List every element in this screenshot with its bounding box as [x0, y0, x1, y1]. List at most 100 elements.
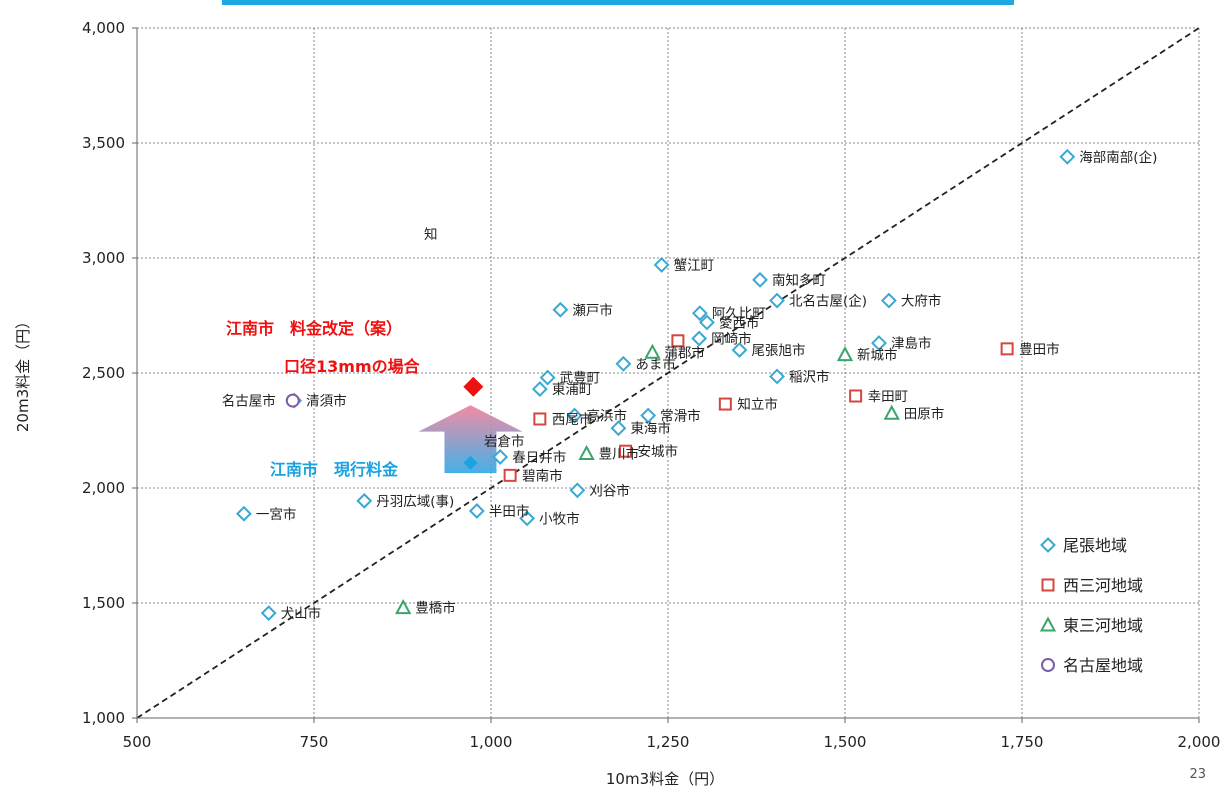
data-label: 半田市: [489, 503, 529, 520]
data-label: 豊橋市: [415, 600, 456, 617]
data-point: [653, 256, 670, 273]
legend-marker: [1041, 578, 1055, 592]
data-point: [1059, 148, 1076, 165]
data-point: [615, 355, 632, 372]
data-label: 稲沢市: [789, 368, 830, 385]
proposed-rate-sublabel: 口径13mmの場合: [284, 357, 421, 376]
x-tick-label: 1,500: [824, 733, 867, 751]
y-tick-label: 2,500: [82, 364, 125, 382]
data-point: [1000, 342, 1014, 356]
data-label: 田原市: [904, 405, 945, 422]
data-point: [883, 404, 900, 420]
legend-label: 東三河地域: [1063, 616, 1143, 635]
data-point: [610, 420, 627, 437]
data-point: [718, 397, 732, 411]
data-point: [566, 407, 583, 424]
data-label: 豊田市: [1019, 341, 1060, 358]
data-point: [849, 389, 863, 403]
data-point: [260, 605, 277, 622]
data-label: 常滑市: [660, 408, 701, 425]
data-point: [619, 444, 633, 458]
y-tick-label: 3,000: [82, 249, 125, 267]
data-label: 知立市: [737, 396, 778, 413]
data-label: 津島市: [891, 335, 932, 352]
legend-marker: [1039, 616, 1057, 632]
data-point: [769, 292, 785, 309]
current-rate-label: 江南市 現行料金: [270, 460, 399, 479]
x-axis-label: 10m3料金（円）: [606, 770, 724, 788]
data-label: 新城市: [857, 347, 898, 364]
data-label: 岡崎市: [711, 331, 752, 348]
title-bar: [222, 0, 1014, 5]
current-rate-point: [463, 455, 478, 470]
x-tick-label: 500: [123, 733, 152, 751]
data-label: 瀬戸市: [572, 302, 613, 319]
data-point: [880, 292, 897, 309]
y-tick-label: 1,500: [82, 594, 125, 612]
legend-label: 尾張地域: [1063, 536, 1127, 555]
data-label: 愛西市: [719, 314, 760, 331]
data-label: 刈谷市: [589, 482, 630, 499]
data-point: [691, 330, 708, 347]
data-label: 清須市: [306, 393, 347, 410]
data-label: 岩倉市: [484, 433, 525, 450]
legend-label: 名古屋地域: [1063, 656, 1143, 675]
data-point: [468, 503, 485, 519]
data-point: [691, 305, 708, 322]
data-point: [356, 492, 373, 509]
data-label: 武豊町: [560, 371, 601, 387]
x-tick-label: 2,000: [1178, 733, 1221, 751]
data-label: 春日井市: [512, 449, 566, 466]
data-label: 南知多町: [772, 272, 826, 289]
data-point: [235, 505, 252, 522]
reference-line: [136, 27, 1200, 719]
data-point: [395, 599, 412, 615]
data-label: 小牧市: [539, 510, 580, 527]
x-tick-label: 1,750: [1001, 733, 1044, 751]
data-label: 幸田町: [868, 389, 909, 405]
data-label: 高浜市: [587, 408, 628, 425]
data-label: あま市: [635, 356, 676, 373]
data-point: [699, 314, 715, 331]
legend-marker: [1041, 658, 1055, 672]
legend-label: 西三河地域: [1063, 576, 1143, 595]
y-axis-label: 20m3料金（円）: [14, 314, 32, 432]
data-label: 東海市: [630, 420, 671, 437]
data-label: 犬山市: [281, 605, 322, 622]
data-point: [503, 468, 517, 482]
proposed-rate-label: 江南市 料金改定（案）: [226, 319, 402, 338]
legend-marker: [1040, 537, 1056, 553]
data-label: 碧南市: [522, 467, 563, 484]
data-label: 一宮市: [256, 506, 297, 523]
x-tick-label: 1,000: [470, 733, 513, 751]
data-point: [731, 342, 748, 358]
data-point: [552, 301, 569, 318]
data-label: 北名古屋(企): [789, 293, 867, 310]
data-point: [769, 368, 785, 385]
y-tick-label: 3,500: [82, 134, 125, 152]
data-point: [285, 393, 300, 408]
data-label: 安城市: [638, 443, 679, 460]
data-point: [836, 346, 854, 362]
data-point: [539, 369, 556, 386]
data-point: [519, 510, 536, 527]
data-label: 西尾市: [552, 411, 593, 428]
data-label: 東浦町: [552, 382, 593, 398]
data-point: [531, 381, 548, 398]
x-tick-label: 750: [300, 733, 329, 751]
data-label: 蟹江町: [674, 258, 715, 274]
data-point: [569, 482, 586, 499]
x-tick-label: 1,250: [647, 733, 690, 751]
increase-arrow: [418, 405, 523, 474]
data-point: [644, 343, 661, 359]
data-label: 蒲郡市: [664, 344, 705, 361]
data-point: [671, 334, 685, 348]
data-label: 名古屋市: [222, 393, 276, 410]
data-label: 丹羽広域(事): [376, 494, 454, 510]
data-point: [640, 407, 657, 424]
page-number: 23: [1189, 767, 1206, 782]
data-label: 豊川市: [599, 446, 640, 463]
data-point: [578, 444, 595, 460]
